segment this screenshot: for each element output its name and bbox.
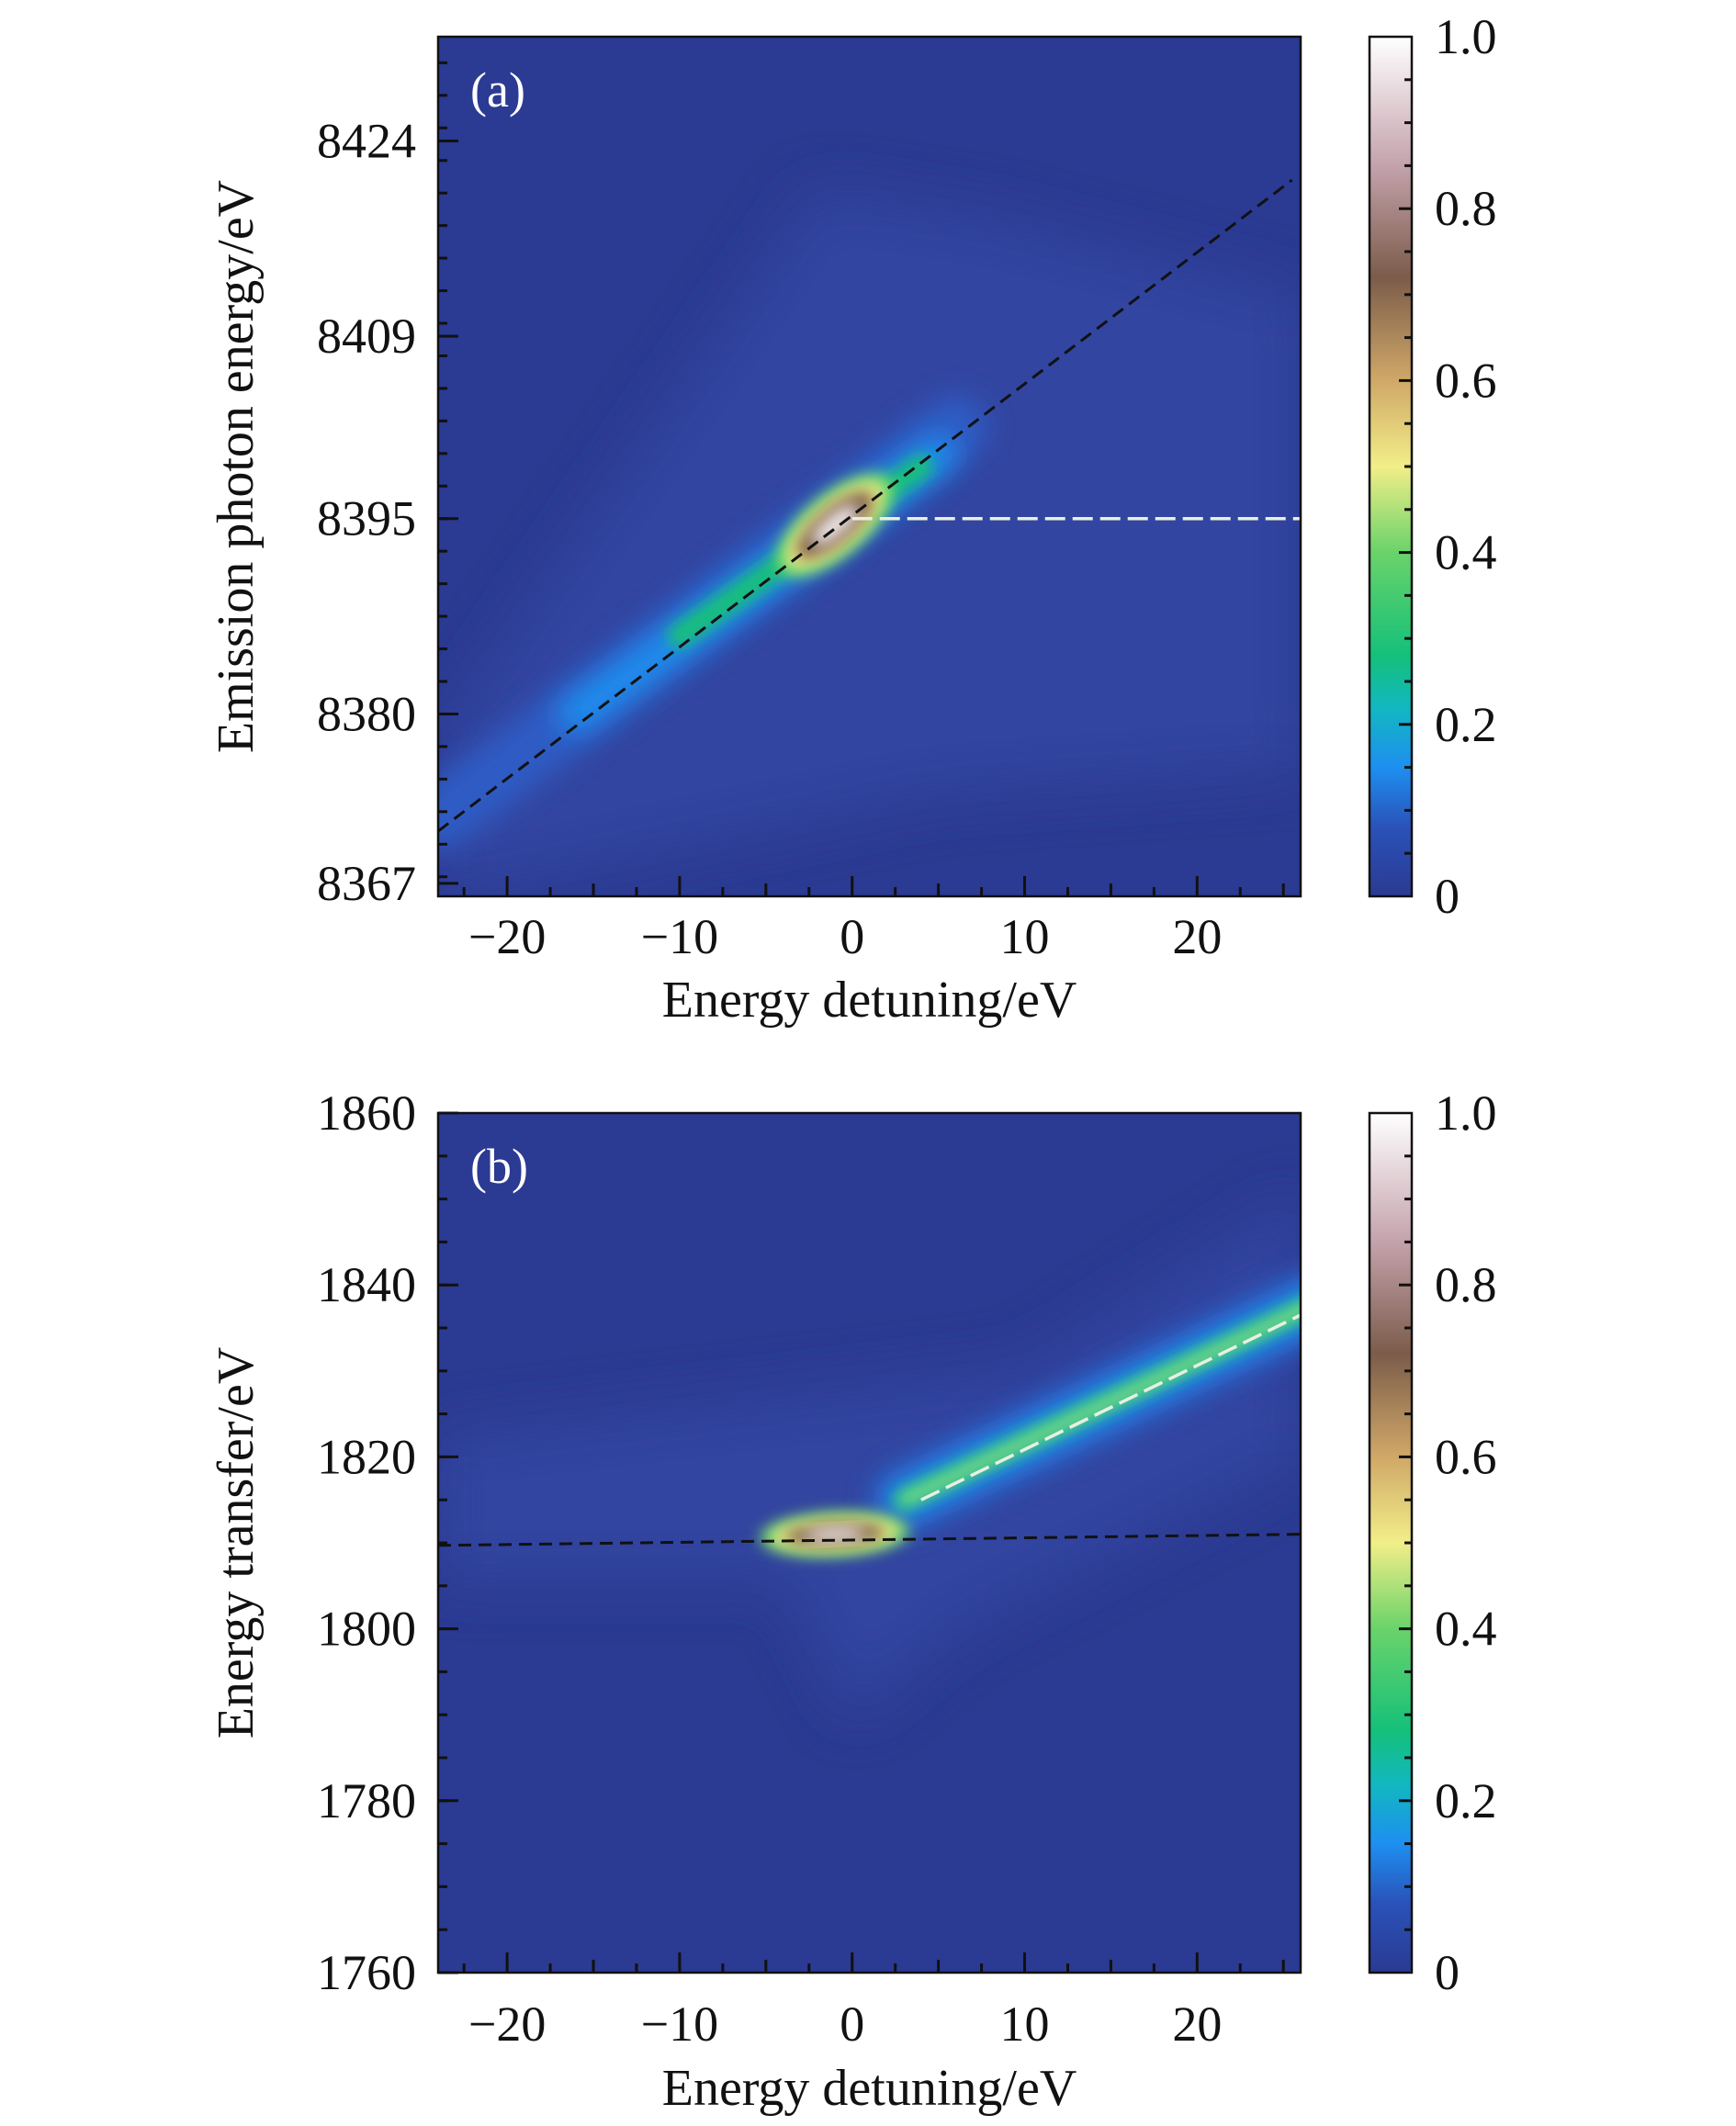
colorbar-tick-label: 0.6 (1435, 353, 1497, 408)
y-axis-label: Emission photon energy/eV (208, 180, 265, 753)
colorbar-tick-label: 0.2 (1435, 1773, 1497, 1828)
faint-halo-region (438, 1198, 1301, 1715)
panel-b: −20 −10 0 10 20 Energy detuning/eV 1760 1780 180… (208, 1085, 1497, 2117)
x-tick-label: 0 (840, 1997, 864, 2052)
peak-white (804, 1527, 866, 1541)
y-tick-label: 1820 (317, 1429, 416, 1484)
colorbar: 0 0.2 0.4 0.6 0.8 1.0 (1368, 1085, 1497, 2000)
heatmap (438, 37, 1301, 896)
x-tick-label: 10 (1000, 1997, 1050, 2052)
y-tick-label: 8380 (317, 686, 416, 741)
x-tick-label: −10 (641, 909, 718, 964)
heatmap (438, 1113, 1301, 1973)
x-axis-label: Energy detuning/eV (662, 972, 1077, 1029)
panel-a: −20 −10 0 10 20 Energy detuning/eV 8367 8380 839… (208, 9, 1497, 1029)
diagonal-band-core (899, 1305, 1301, 1505)
colorbar-tick-label: 0.2 (1435, 697, 1497, 752)
y-tick-label: 8424 (317, 113, 416, 168)
x-tick-label: 20 (1172, 909, 1222, 964)
plot-frame (436, 35, 1302, 898)
colorbar-tick-label: 0 (1435, 869, 1460, 924)
y-tick-label: 1840 (317, 1257, 416, 1312)
x-tick-label: −10 (641, 1997, 718, 2052)
x-tick-label: −20 (468, 1997, 546, 2052)
colorbar: 0 0.2 0.4 0.6 0.8 1.0 (1368, 9, 1497, 924)
y-tick-label: 8367 (317, 856, 416, 911)
panel-label: (b) (470, 1139, 528, 1194)
colorbar-tick-label: 1.0 (1435, 9, 1497, 64)
y-tick-label: 8395 (317, 491, 416, 546)
y-tick-label: 1780 (317, 1773, 416, 1828)
y-axis-label: Energy transfer/eV (208, 1347, 265, 1739)
y-tick-label: 1760 (317, 1945, 416, 2000)
y-tick-label: 8409 (317, 309, 416, 364)
x-axis-label: Energy detuning/eV (662, 2060, 1077, 2117)
faint-halo-region (438, 193, 1301, 896)
x-tick-label: 0 (840, 909, 864, 964)
colorbar-tick-label: 0.4 (1435, 1602, 1497, 1657)
y-tick-label: 1860 (317, 1085, 416, 1141)
colorbar-tick-label: 0 (1435, 1945, 1460, 2000)
white-dashed-line (920, 1313, 1301, 1502)
colorbar-tick-label: 0.4 (1435, 525, 1497, 580)
panel-label: (a) (470, 62, 525, 118)
black-dashed-line (438, 1533, 1301, 1547)
colorbar-tick-label: 0.6 (1435, 1429, 1497, 1484)
colorbar-tick-label: 1.0 (1435, 1085, 1497, 1141)
colorbar-tick-label: 0.8 (1435, 1257, 1497, 1312)
colorbar-tick-label: 0.8 (1435, 181, 1497, 236)
x-tick-label: 10 (1000, 909, 1050, 964)
x-tick-label: −20 (468, 909, 546, 964)
black-dashed-line (438, 178, 1293, 833)
x-tick-label: 20 (1172, 1997, 1222, 2052)
y-tick-label: 1800 (317, 1602, 416, 1657)
peak-white (811, 504, 859, 546)
